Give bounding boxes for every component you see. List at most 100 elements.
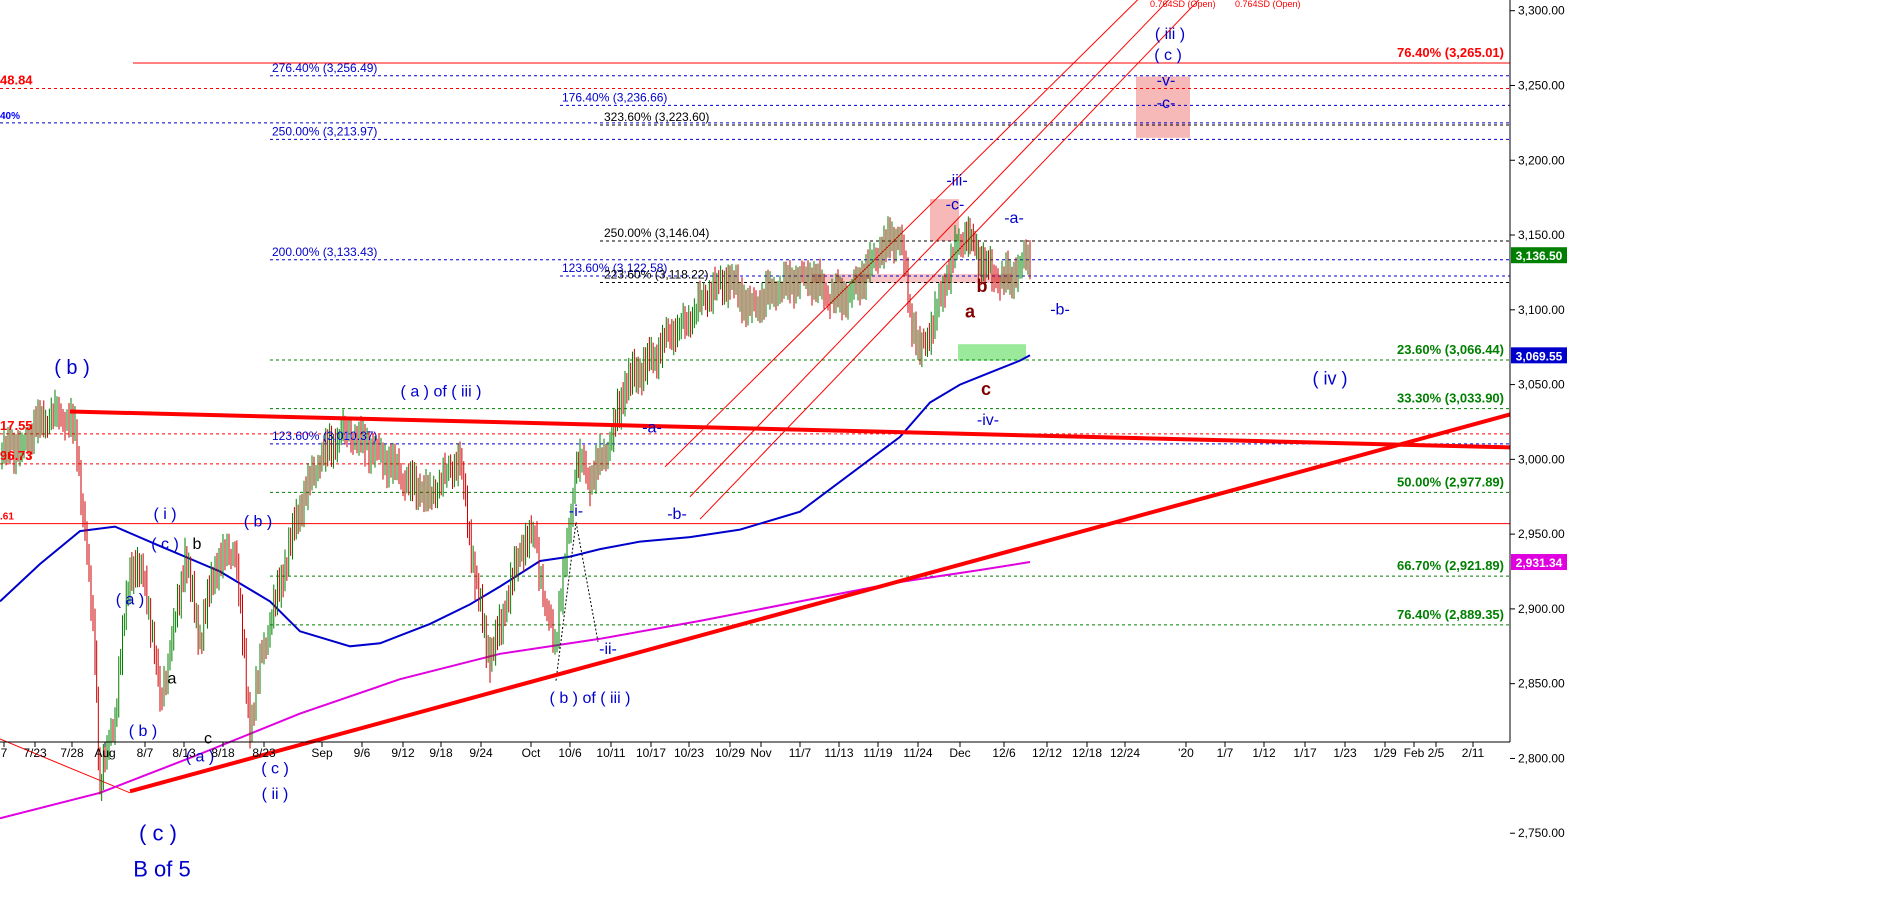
fib-label-right: 33.30% (3,033.90): [1397, 391, 1504, 406]
y-tick-label: 2,850.00: [1518, 677, 1565, 691]
x-tick-label: Nov: [750, 746, 771, 760]
wave-label: -a-: [1004, 210, 1024, 227]
wave-label: ( b ): [129, 723, 157, 740]
x-tick-label: Sep: [311, 746, 333, 760]
x-tick-label: 11/19: [863, 746, 892, 760]
x-tick-label: Dec: [949, 746, 970, 760]
y-tick-label: 2,800.00: [1518, 751, 1565, 765]
fib-label-right: 66.70% (2,921.89): [1397, 558, 1504, 573]
x-tick-label: 1/29: [1373, 746, 1397, 760]
x-tick-label: 10/23: [674, 746, 704, 760]
x-tick-label: '20: [1178, 746, 1194, 760]
y-tick-label: 3,050.00: [1518, 378, 1565, 392]
x-tick-label: 2/5: [1428, 746, 1445, 760]
y-tick-label: 3,300.00: [1518, 4, 1565, 18]
x-tick-label: 7/28: [60, 746, 84, 760]
y-tick-label: 3,100.00: [1518, 303, 1565, 317]
price-badge: [1511, 247, 1567, 264]
price-badge: [1511, 347, 1567, 364]
x-tick-label: 9/24: [469, 746, 493, 760]
x-tick-label: 1/23: [1333, 746, 1357, 760]
channel-line: [664, 0, 1139, 468]
fib-label-black: 223.60% (3,118.22): [604, 268, 709, 282]
x-tick-label: 11/24: [903, 746, 932, 760]
fib-label-blue: 200.00% (3,133.43): [272, 245, 377, 259]
wave-label: ( c ): [261, 760, 289, 777]
x-tick-label: 10/29: [715, 746, 745, 760]
wave-label: a: [168, 671, 177, 688]
wave-label: a: [965, 301, 976, 321]
wave-label: ( a ) of ( iii ): [401, 384, 482, 401]
wave-label: b: [977, 276, 988, 296]
x-tick-label: 12/12: [1032, 746, 1062, 760]
wave-label: ( ii ): [262, 786, 289, 803]
wave-label: -c-: [946, 197, 965, 214]
x-tick-label: 11/13: [824, 746, 853, 760]
left-edge-label: 96.73: [0, 448, 33, 463]
wave-label: ( b ): [54, 357, 90, 379]
fib-label-right: 50.00% (2,977.89): [1397, 474, 1504, 489]
x-tick-label: 12/6: [992, 746, 1016, 760]
y-tick-label: 3,150.00: [1518, 228, 1565, 242]
fib-label-black: 250.00% (3,146.04): [604, 226, 709, 240]
x-tick-label: Aug: [94, 746, 115, 760]
fib-label-blue: 123.60% (3,122.58): [562, 261, 667, 275]
y-tick-label: 3,200.00: [1518, 153, 1565, 167]
x-tick-label: 8/18: [211, 746, 235, 760]
wave-label: ( b ): [244, 514, 272, 531]
x-tick-label: 8/7: [137, 746, 154, 760]
resistance-zone: [812, 273, 1012, 283]
wave-label: -i-: [569, 503, 583, 520]
x-tick-label: 8/13: [172, 746, 196, 760]
channel-line: [689, 0, 1170, 498]
wave-label: ( c ): [139, 821, 177, 846]
wave-label: ( c ): [151, 536, 179, 553]
left-edge-label: 40%: [0, 111, 20, 122]
x-tick-label: 9/12: [391, 746, 415, 760]
wave-label: -b-: [1050, 301, 1070, 318]
wave-label: c: [204, 730, 212, 747]
x-tick-label: 12/18: [1072, 746, 1102, 760]
lower-rising-trendline: [129, 412, 1511, 794]
wave-guide: [555, 522, 599, 681]
price-badge-label: 3,069.55: [1516, 349, 1563, 363]
wave-label: -c-: [1157, 95, 1176, 112]
thin-trend-line: [0, 738, 131, 794]
left-edge-label: 48.84: [0, 72, 33, 87]
x-tick-label: Oct: [522, 746, 541, 760]
x-tick-label: 1/7: [1217, 746, 1234, 760]
x-tick-label: 1/12: [1252, 746, 1276, 760]
channel-label: 0.764SD (Open): [1150, 0, 1216, 9]
x-tick-label: 10/11: [596, 746, 625, 760]
moving-average-blue: [0, 354, 1031, 648]
fib-label-right: 76.40% (3,265.01): [1397, 45, 1504, 60]
wave-label: ( a ): [116, 591, 144, 608]
fib-label-blue: 176.40% (3,236.66): [562, 90, 667, 104]
wave-label: -a-: [642, 419, 662, 436]
series-layer: [0, 216, 1031, 820]
wave-label: -iii-: [946, 173, 967, 190]
fib-label-right: 23.60% (3,066.44): [1397, 342, 1504, 357]
x-tick-label: 10/17: [636, 746, 666, 760]
target-zone-iii-c: [930, 199, 959, 242]
y-tick-label: 3,000.00: [1518, 452, 1565, 466]
y-tick-label: 2,900.00: [1518, 602, 1565, 616]
wave-label: ( c ): [1154, 47, 1182, 64]
x-tick-label: 9/6: [354, 746, 371, 760]
y-tick-label: 2,950.00: [1518, 527, 1565, 541]
price-badge-label: 2,931.34: [1516, 556, 1563, 570]
fib-label-right: 76.40% (2,889.35): [1397, 607, 1504, 622]
left-edge-label: .61: [0, 512, 14, 523]
wave-label: b: [193, 536, 202, 553]
x-tick-label: Feb: [1404, 746, 1425, 760]
x-tick-label: 7/23: [23, 746, 47, 760]
target-zone-iii: [1136, 76, 1190, 138]
x-tick-label: 2/11: [1462, 746, 1485, 760]
y-tick-label: 3,250.00: [1518, 78, 1565, 92]
fib-label-blue: 123.60% (3,010.37): [272, 429, 377, 443]
x-tick-label: 12/24: [1110, 746, 1140, 760]
wave-label: ( i ): [153, 506, 176, 523]
wave-label: B of 5: [133, 857, 190, 882]
x-tick-label: 9/18: [429, 746, 453, 760]
zones-layer: [812, 76, 1190, 361]
